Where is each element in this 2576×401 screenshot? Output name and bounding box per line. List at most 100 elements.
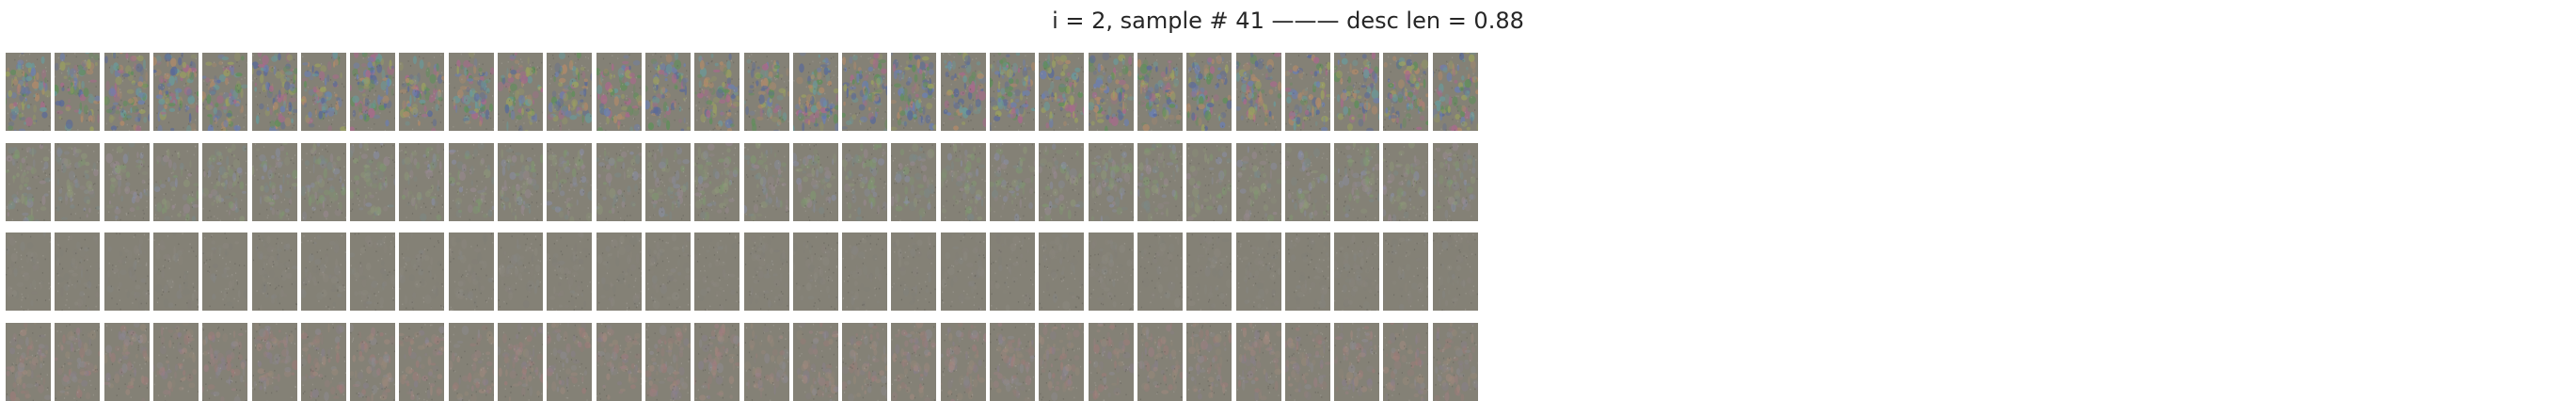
noise-image-tile xyxy=(1383,233,1428,311)
noise-texture xyxy=(1236,323,1281,401)
noise-texture xyxy=(1383,143,1428,221)
noise-image-tile xyxy=(941,143,986,221)
noise-texture xyxy=(301,143,346,221)
noise-image-tile xyxy=(350,233,395,311)
noise-image-tile xyxy=(1285,143,1330,221)
noise-image-tile xyxy=(252,53,297,131)
noise-texture xyxy=(1039,323,1084,401)
noise-image-tile xyxy=(1383,143,1428,221)
noise-image-tile xyxy=(498,323,543,401)
noise-texture xyxy=(793,53,838,131)
noise-image-tile xyxy=(1285,323,1330,401)
noise-image-tile xyxy=(990,143,1035,221)
noise-image-tile xyxy=(1433,233,1478,311)
noise-image-tile xyxy=(202,143,247,221)
noise-texture xyxy=(1137,143,1183,221)
noise-texture xyxy=(1334,323,1379,398)
noise-image-tile xyxy=(694,233,739,311)
noise-texture xyxy=(1383,323,1428,401)
noise-texture xyxy=(153,143,199,221)
noise-image-tile xyxy=(694,143,739,221)
noise-texture xyxy=(449,53,494,130)
noise-image-tile xyxy=(842,323,887,401)
noise-image-tile xyxy=(1383,53,1428,131)
noise-texture xyxy=(990,53,1035,131)
noise-texture xyxy=(104,323,150,401)
noise-texture xyxy=(941,323,986,401)
noise-texture xyxy=(596,233,642,311)
noise-texture xyxy=(1285,323,1330,401)
noise-image-tile xyxy=(1039,323,1084,401)
noise-texture xyxy=(744,235,789,311)
noise-image-tile xyxy=(498,143,543,221)
noise-texture xyxy=(842,234,887,311)
noise-texture xyxy=(1139,234,1183,311)
noise-texture xyxy=(942,53,986,131)
noise-image-tile xyxy=(1236,323,1281,401)
noise-image-tile xyxy=(744,143,789,221)
noise-texture xyxy=(252,323,297,401)
noise-texture xyxy=(744,323,789,401)
noise-image-tile xyxy=(596,53,642,131)
noise-texture xyxy=(449,233,494,311)
noise-image-tile xyxy=(793,53,838,131)
noise-image-tile xyxy=(252,233,297,311)
noise-image-tile xyxy=(891,323,936,401)
noise-image-tile xyxy=(891,53,936,131)
noise-image-tile xyxy=(6,143,51,221)
noise-texture xyxy=(1039,233,1084,311)
noise-texture xyxy=(891,53,936,131)
noise-image-tile xyxy=(104,233,150,311)
noise-image-tile xyxy=(793,233,838,311)
noise-image-tile xyxy=(399,143,444,221)
noise-image-tile xyxy=(55,323,100,401)
noise-image-tile xyxy=(1137,323,1183,401)
noise-image-tile xyxy=(449,53,494,131)
noise-image-tile xyxy=(744,53,789,131)
noise-texture xyxy=(153,233,199,310)
noise-image-tile xyxy=(596,233,642,311)
noise-texture xyxy=(694,323,739,401)
noise-texture xyxy=(694,233,739,311)
noise-texture xyxy=(1137,323,1183,401)
image-tile-grid xyxy=(6,53,2570,401)
noise-texture xyxy=(301,53,346,131)
noise-image-tile xyxy=(202,323,247,401)
noise-image-tile xyxy=(744,323,789,401)
noise-texture xyxy=(990,233,1035,311)
noise-texture xyxy=(941,143,986,221)
noise-image-tile xyxy=(252,143,297,221)
noise-image-tile xyxy=(55,143,100,221)
noise-texture xyxy=(842,53,887,131)
noise-texture xyxy=(547,323,592,401)
noise-texture xyxy=(104,233,150,311)
noise-texture xyxy=(56,143,100,220)
noise-texture xyxy=(55,53,100,131)
noise-texture xyxy=(301,323,346,401)
noise-image-tile xyxy=(1433,323,1478,401)
noise-image-tile xyxy=(1039,233,1084,311)
noise-image-tile xyxy=(449,323,494,401)
noise-image-tile xyxy=(498,233,543,311)
noise-image-tile xyxy=(1334,143,1379,221)
noise-image-tile xyxy=(1433,53,1478,131)
noise-texture xyxy=(645,53,691,131)
noise-image-tile xyxy=(1186,323,1232,401)
noise-image-tile xyxy=(399,323,444,401)
noise-texture xyxy=(990,323,1035,401)
noise-image-tile xyxy=(596,143,642,221)
noise-texture xyxy=(202,143,247,221)
noise-texture xyxy=(1089,53,1134,131)
noise-texture xyxy=(1236,233,1281,311)
noise-image-tile xyxy=(744,233,789,311)
noise-image-tile xyxy=(941,233,986,311)
noise-texture xyxy=(104,53,150,131)
noise-image-tile xyxy=(449,233,494,311)
noise-texture xyxy=(891,323,936,401)
noise-image-tile xyxy=(153,233,199,311)
noise-texture xyxy=(1039,143,1084,221)
noise-image-tile xyxy=(498,53,543,131)
noise-image-tile xyxy=(104,323,150,401)
noise-texture xyxy=(547,233,592,311)
noise-image-tile xyxy=(301,143,346,221)
